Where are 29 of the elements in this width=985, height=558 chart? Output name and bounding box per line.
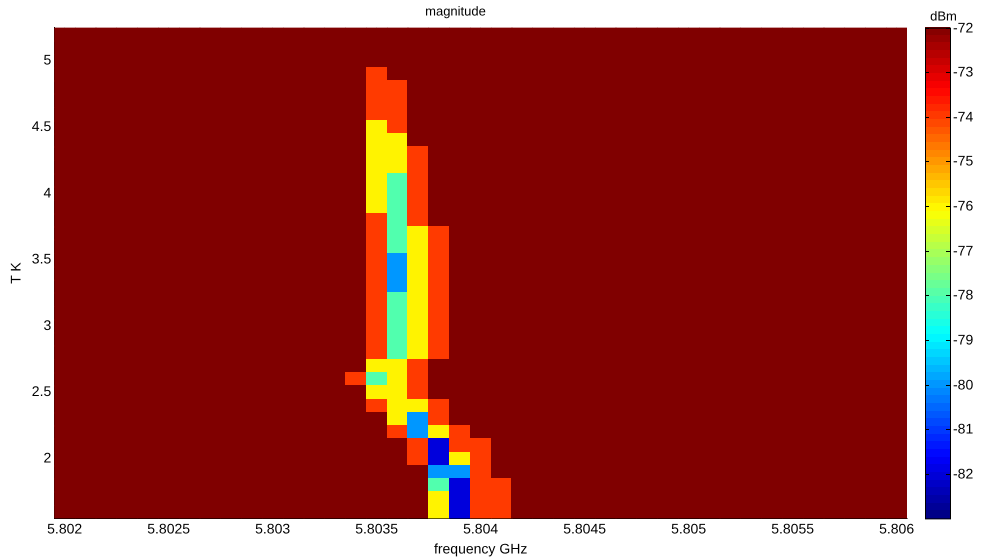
- x-tick-label: 5.8035: [355, 520, 398, 537]
- x-tick-label: 5.806: [879, 520, 914, 537]
- y-tick-label: 3: [43, 316, 52, 333]
- color-bar-label: -79: [953, 331, 974, 348]
- x-tick-label: 5.804: [463, 520, 498, 537]
- color-bar-label: -73: [953, 63, 974, 80]
- x-tick-label: 5.802: [47, 520, 82, 537]
- y-tick-label: 5: [43, 52, 52, 68]
- color-bar-label: -74: [953, 108, 974, 124]
- color-bar-label: -78: [953, 286, 974, 302]
- x-tick-label: 5.8025: [147, 520, 190, 537]
- x-tick-label: 5.8045: [563, 520, 606, 537]
- y-axis-title: T K: [7, 262, 24, 284]
- color-bar-label: -80: [953, 376, 974, 392]
- color-bar-label: -76: [953, 197, 974, 214]
- color-bar-label: -75: [953, 152, 974, 168]
- y-tick-label: 3.5: [32, 250, 52, 267]
- y-tick-label: 4.5: [32, 118, 52, 134]
- color-bar-label: -77: [953, 242, 974, 258]
- x-axis-title: frequency GHz: [434, 540, 528, 556]
- y-tick-label: 4: [43, 184, 52, 200]
- y-tick-label: 2: [43, 450, 52, 466]
- color-bar-label: -81: [953, 420, 974, 436]
- x-tick-label: 5.8055: [771, 520, 814, 537]
- chart-title: magnitude: [425, 3, 486, 18]
- x-tick-label: 5.803: [255, 520, 290, 537]
- y-tick-label: 2.5: [32, 383, 52, 400]
- color-bar-label: -82: [953, 465, 974, 482]
- x-tick-label: 5.805: [671, 520, 706, 537]
